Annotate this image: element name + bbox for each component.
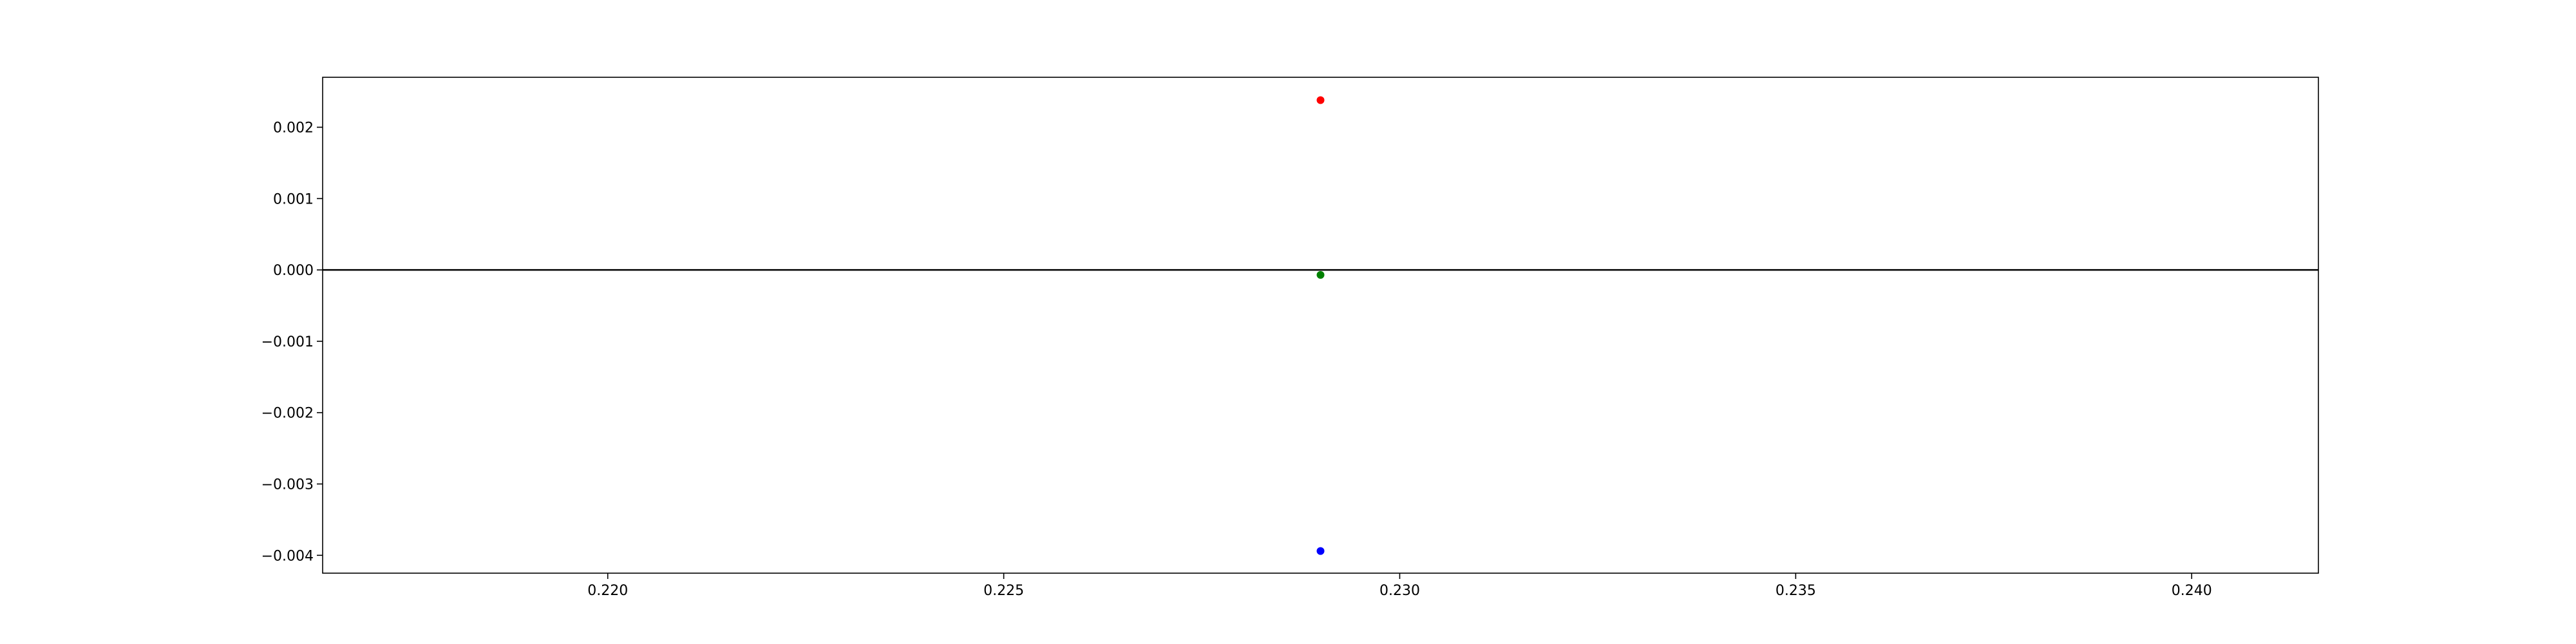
y-axis: 0.002 0.001 0.000 −0.001 −0.002 −0.003 −0.004 — [261, 120, 323, 564]
y-tick-label: 0.001 — [273, 191, 314, 207]
scatter-point — [1316, 96, 1325, 104]
x-tick-label: 0.240 — [2172, 583, 2212, 599]
y-tick-label: 0.002 — [273, 120, 314, 137]
x-tick-label: 0.220 — [587, 583, 628, 599]
data-points — [1316, 96, 1325, 555]
x-axis: 0.220 0.225 0.230 0.235 0.240 — [587, 573, 2212, 599]
x-tick-label: 0.225 — [983, 583, 1024, 599]
plot-background — [323, 77, 2318, 573]
x-tick-label: 0.230 — [1379, 583, 1420, 599]
scatter-point — [1316, 270, 1325, 279]
y-tick-label: −0.001 — [261, 334, 314, 350]
plot-frame — [322, 77, 2319, 574]
y-tick-label: 0.000 — [273, 263, 314, 279]
y-tick-label: −0.003 — [261, 477, 314, 493]
y-tick-label: −0.004 — [261, 548, 314, 564]
x-tick-label: 0.235 — [1776, 583, 1816, 599]
y-tick-label: −0.002 — [261, 406, 314, 422]
scatter-point — [1316, 547, 1325, 555]
